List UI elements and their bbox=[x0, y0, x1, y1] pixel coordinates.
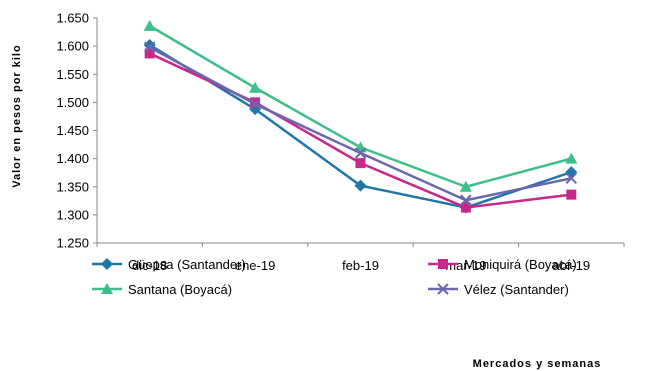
data-point bbox=[566, 189, 577, 200]
y-tick-label: 1.600 bbox=[56, 39, 89, 54]
series-line bbox=[149, 46, 572, 202]
x-tick-label: ene-19 bbox=[235, 258, 275, 273]
data-point bbox=[355, 158, 366, 169]
data-point bbox=[250, 97, 261, 108]
legend-item: Vélez (Santander) bbox=[428, 282, 569, 297]
data-point bbox=[460, 194, 472, 206]
data-point bbox=[249, 81, 262, 93]
data-point bbox=[143, 41, 156, 53]
data-point bbox=[143, 19, 156, 31]
y-tick-label: 1.500 bbox=[56, 95, 89, 110]
x-tick-label: feb-19 bbox=[342, 258, 379, 273]
legend-label: Santana (Boyacá) bbox=[128, 282, 232, 297]
legend-item: Moniquirá (Boyacá) bbox=[428, 257, 577, 272]
series-3 bbox=[143, 41, 578, 206]
legend-label: Moniquirá (Boyacá) bbox=[464, 257, 577, 272]
legend-item: Santana (Boyacá) bbox=[92, 282, 232, 297]
y-tick-label: 1.250 bbox=[56, 236, 89, 251]
y-tick-label: 1.650 bbox=[56, 11, 89, 26]
data-point bbox=[144, 48, 155, 59]
legend-marker bbox=[101, 258, 113, 270]
data-point bbox=[249, 98, 261, 110]
data-point bbox=[460, 202, 471, 213]
x-tick-labels: dic-18 ene-19 feb-19 mar-19 abr-19 bbox=[96, 243, 625, 273]
data-point bbox=[565, 166, 578, 179]
data-point bbox=[565, 152, 578, 164]
x-tick-label: mar-19 bbox=[445, 258, 486, 273]
series-0 bbox=[143, 39, 578, 214]
y-tick-label: 1.450 bbox=[56, 123, 89, 138]
series-lines bbox=[143, 19, 578, 214]
y-axis-title: Valor en pesos por kilo bbox=[11, 44, 23, 187]
y-tick-label: 1.400 bbox=[56, 151, 89, 166]
axes bbox=[96, 18, 624, 244]
legend-item: Güepsa (Santander) bbox=[92, 257, 246, 272]
data-point bbox=[459, 180, 472, 192]
data-point bbox=[354, 179, 367, 192]
y-tick-label: 1.550 bbox=[56, 67, 89, 82]
y-tick-label: 1.300 bbox=[56, 207, 89, 222]
x-tick-label: dic-18 bbox=[132, 258, 167, 273]
legend-label: Güepsa (Santander) bbox=[128, 257, 246, 272]
y-tick-label: 1.350 bbox=[56, 179, 89, 194]
data-point bbox=[565, 172, 578, 185]
legend-marker bbox=[438, 259, 448, 269]
legend-marker bbox=[101, 283, 113, 294]
y-tick-labels: 1.250 1.300 1.350 1.400 1.450 1.500 1.550 1.600… bbox=[56, 11, 97, 251]
legend: Güepsa (Santander) Moniquirá (Boyacá) Sant… bbox=[92, 257, 577, 297]
x-tick-label: abr-19 bbox=[553, 258, 591, 273]
legend-marker bbox=[437, 283, 449, 295]
data-point bbox=[354, 147, 367, 159]
x-axis-title: Mercados y semanas bbox=[473, 358, 602, 370]
legend-label: Vélez (Santander) bbox=[464, 282, 569, 297]
